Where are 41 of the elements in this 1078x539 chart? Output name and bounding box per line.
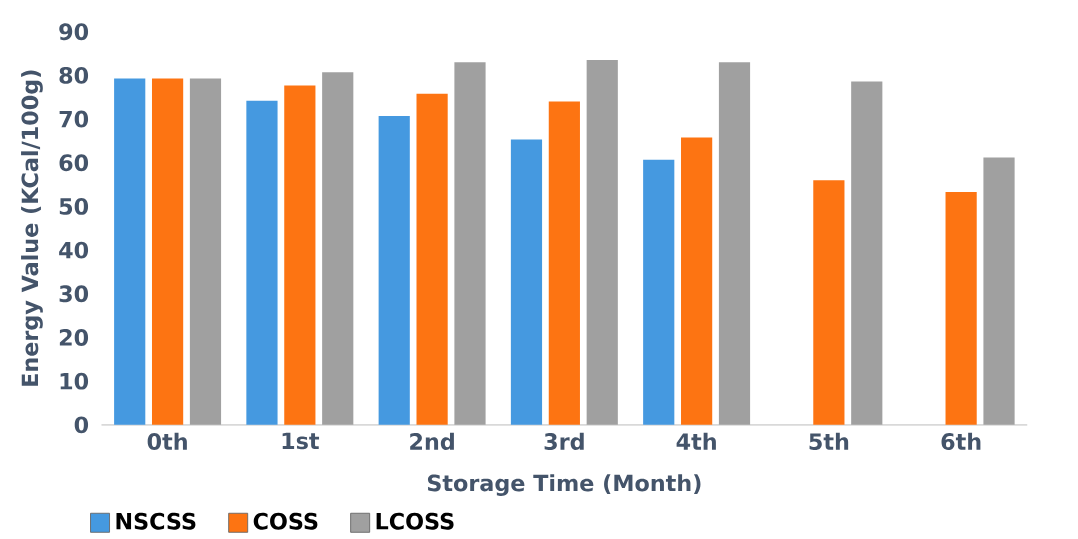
y-tick-label: 10 [60, 372, 89, 390]
y-tick-label: 80 [59, 66, 89, 84]
bar [378, 116, 410, 425]
x-tick-label: 0th [147, 432, 187, 450]
bar [851, 81, 883, 425]
x-tick-label: 1st [282, 432, 320, 450]
x-axis-title: Storage Time (Month) [427, 474, 701, 496]
bar [586, 60, 618, 425]
y-tick-label: 40 [59, 241, 89, 259]
x-tick-label: 4th [676, 432, 716, 450]
y-tick-label: 90 [59, 23, 89, 41]
legend-label: NSCSS [116, 512, 196, 530]
bar [246, 100, 278, 425]
y-tick-label: 50 [59, 197, 89, 215]
legend-label: COSS [253, 512, 318, 530]
bar [643, 159, 675, 425]
legend-label: LCOSS [376, 512, 454, 530]
bar [813, 180, 845, 425]
bar [284, 85, 316, 425]
y-tick-label: 20 [59, 329, 89, 346]
y-tick-label: 60 [59, 154, 89, 172]
bar [114, 78, 146, 425]
y-tick-label: 0 [74, 416, 89, 434]
bar [718, 62, 751, 425]
bar [151, 78, 184, 425]
bar [510, 139, 543, 425]
y-tick-label: 30 [59, 285, 89, 303]
x-tick-label: 6th [941, 432, 981, 450]
y-tick-label: 70 [59, 110, 89, 128]
bar [983, 157, 1015, 425]
bar [945, 192, 977, 425]
bar [681, 137, 713, 425]
x-tick-label: 5th [809, 432, 849, 450]
bar [322, 72, 354, 425]
bar [454, 62, 486, 425]
x-tick-label: 3rd [544, 432, 584, 450]
x-tick-label: 2nd [410, 432, 454, 450]
bar [548, 101, 580, 425]
bar [416, 93, 448, 425]
y-axis-title: Energy Value (KCal/100g) [21, 70, 43, 386]
bar [189, 78, 222, 425]
